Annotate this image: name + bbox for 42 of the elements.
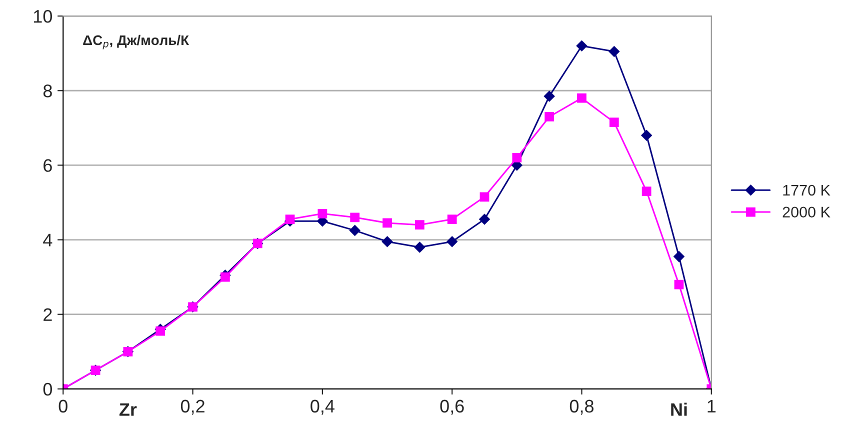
point bbox=[349, 225, 360, 236]
point bbox=[480, 192, 490, 202]
point bbox=[608, 46, 620, 57]
x-tick-label: 1 bbox=[708, 400, 716, 412]
x-tick-label: 0,6 bbox=[440, 400, 464, 415]
point bbox=[156, 326, 166, 336]
legend-label: 2000 K bbox=[782, 206, 830, 218]
point bbox=[414, 220, 424, 230]
point bbox=[609, 118, 619, 128]
point bbox=[674, 280, 684, 290]
x-tick-label: 0 bbox=[58, 400, 68, 413]
point bbox=[641, 130, 652, 141]
point bbox=[220, 272, 230, 282]
point bbox=[447, 214, 457, 224]
point bbox=[544, 112, 554, 122]
point bbox=[382, 218, 392, 228]
point bbox=[479, 214, 490, 225]
point bbox=[350, 212, 360, 222]
x-tick-label: 0,2 bbox=[180, 400, 204, 415]
point bbox=[414, 242, 426, 253]
y-tick-label: 6 bbox=[44, 159, 52, 172]
point bbox=[382, 236, 393, 248]
y-axis-title: ΔC$_{p}$, Дж/моль/К bbox=[83, 34, 190, 50]
legend-label: 1770 K bbox=[783, 184, 830, 196]
x-tick-label: 0,4 bbox=[310, 400, 334, 415]
y-tick-label: 0 bbox=[43, 382, 52, 396]
text: Zr bbox=[119, 403, 137, 416]
point bbox=[544, 90, 555, 102]
point bbox=[577, 93, 586, 103]
point bbox=[512, 153, 522, 162]
y-tick-label: 8 bbox=[43, 84, 52, 98]
point bbox=[318, 208, 328, 218]
y-tick-label: 4 bbox=[43, 234, 52, 246]
point bbox=[446, 236, 458, 248]
point bbox=[576, 40, 588, 52]
x-tick-label: 0,8 bbox=[570, 400, 594, 415]
y-tick-label: 2 bbox=[44, 308, 52, 321]
point bbox=[285, 214, 295, 224]
text: Ni bbox=[671, 402, 687, 416]
y-tick-label: 10 bbox=[34, 10, 52, 23]
point bbox=[674, 251, 684, 262]
point bbox=[642, 186, 652, 196]
